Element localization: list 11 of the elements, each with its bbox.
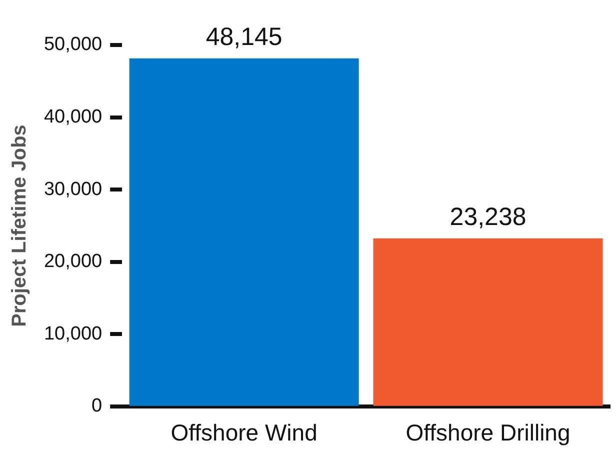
x-tick-label: Offshore Drilling xyxy=(406,420,570,446)
y-axis-title: Project Lifetime Jobs xyxy=(8,124,31,327)
y-tick-label: 20,000 xyxy=(44,251,102,272)
data-label: 48,145 xyxy=(206,22,282,51)
y-tick-label: 40,000 xyxy=(44,106,102,128)
data-label: 23,238 xyxy=(450,202,526,231)
y-tick-label: 0 xyxy=(92,396,102,417)
y-tick-label: 10,000 xyxy=(44,323,102,344)
y-tick-label: 50,000 xyxy=(44,34,102,56)
x-tick-label: Offshore Wind xyxy=(170,420,318,446)
y-tick-label: 30,000 xyxy=(44,178,102,200)
